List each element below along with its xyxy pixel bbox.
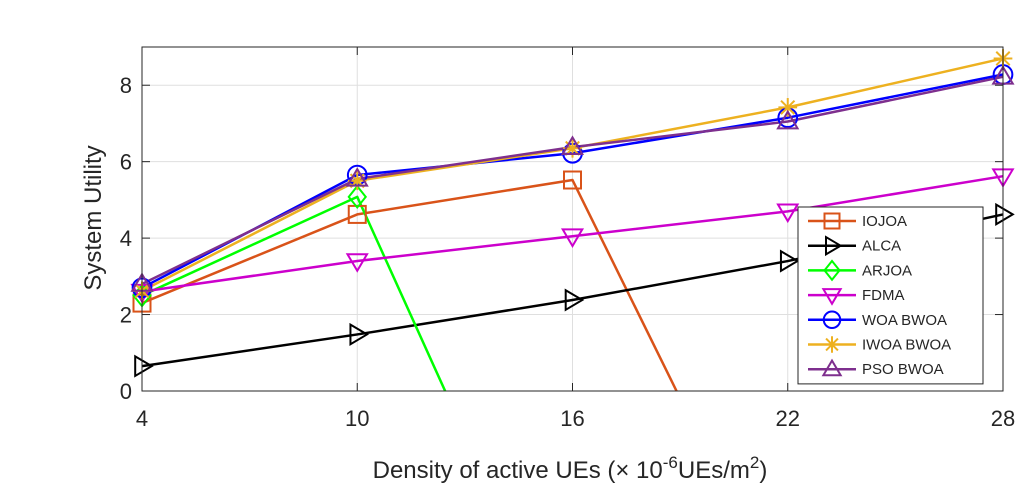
- tick-labels: 4 10 16 22 28 0 2 4 6 8: [120, 73, 1015, 431]
- legend-marker-pso-bwoa: [821, 358, 843, 377]
- x-tick-label-10: 10: [345, 406, 369, 431]
- legend-marker-iwoa-bwoa-stroke-3: [825, 337, 839, 352]
- legend-item-iojoa: IOJOA: [808, 212, 907, 230]
- data-point-alca-0: [134, 354, 154, 378]
- axes: [141, 46, 1004, 392]
- data-point-alca-1-shape: [349, 322, 369, 346]
- legend-item-woa-bwoa: WOA BWOA: [808, 310, 947, 330]
- legend-marker-iojoa-shape: [823, 212, 841, 230]
- y-tick-label-8: 8: [120, 73, 132, 98]
- data-point-alca-1: [349, 322, 369, 346]
- legend-marker-iojoa: [823, 212, 841, 230]
- series-markers: [130, 49, 1015, 378]
- legend-item-pso-bwoa: PSO BWOA: [808, 358, 944, 378]
- data-point-pso-bwoa-1: [345, 167, 369, 187]
- data-point-iwoa-bwoa-3: [778, 98, 798, 117]
- y-tick-label-4: 4: [120, 226, 132, 251]
- x-tick-label-16: 16: [560, 406, 584, 431]
- data-point-pso-bwoa-3: [776, 109, 800, 130]
- x-tick-label-28: 28: [991, 406, 1015, 431]
- data-point-alca-4-shape: [995, 202, 1015, 226]
- legend-label-alca: ALCA: [862, 238, 901, 255]
- data-point-alca-3-shape: [779, 249, 800, 273]
- legend-marker-alca-shape: [825, 235, 843, 257]
- y-tick-label-2: 2: [120, 303, 132, 328]
- data-point-pso-bwoa-3-shape: [776, 109, 800, 130]
- legend-label-arjoa: ARJOA: [862, 262, 912, 279]
- legend-marker-woa-bwoa-shape: [822, 310, 842, 330]
- series-line-iojoa: [141, 178, 678, 391]
- legend-label-fdma: FDMA: [862, 287, 905, 304]
- data-point-iojoa-2-shape: [563, 170, 582, 190]
- data-point-arjoa-1-shape: [347, 184, 368, 210]
- legend-marker-arjoa-shape: [823, 259, 841, 282]
- legend-label-iwoa-bwoa: IWOA BWOA: [862, 337, 951, 354]
- data-point-alca-2-shape: [564, 288, 585, 312]
- series-line-arjoa: [141, 195, 447, 391]
- data-point-arjoa-1: [347, 184, 368, 210]
- data-point-alca-2: [564, 288, 585, 312]
- legend-marker-fdma: [821, 288, 843, 306]
- legend-marker-arjoa: [823, 259, 841, 282]
- legend-marker-fdma-shape: [821, 288, 843, 306]
- data-point-iwoa-bwoa-3-stroke-3: [780, 99, 796, 115]
- data-point-fdma-3: [776, 203, 800, 224]
- legend-label-iojoa: IOJOA: [862, 213, 907, 230]
- legend-marker-woa-bwoa: [822, 310, 842, 330]
- data-point-alca-3: [779, 249, 800, 273]
- data-point-alca-0-shape: [134, 354, 154, 378]
- legend-item-arjoa: ARJOA: [808, 259, 912, 282]
- legend-label-pso-bwoa: PSO BWOA: [862, 361, 944, 378]
- legend-item-alca: ALCA: [808, 235, 901, 257]
- series-line-fdma: [141, 174, 1004, 293]
- legend-item-fdma: FDMA: [808, 287, 905, 306]
- x-tick-label-22: 22: [776, 406, 800, 431]
- x-axis-label: Density of active UEs (× 10-6UEs/m2): [373, 453, 768, 484]
- x-tick-label-4: 4: [136, 406, 148, 431]
- data-point-pso-bwoa-2: [560, 135, 585, 155]
- data-point-fdma-3-shape: [776, 203, 800, 224]
- legend-marker-iwoa-bwoa: [823, 336, 841, 353]
- data-point-fdma-1-shape: [345, 253, 369, 273]
- y-tick-label-6: 6: [120, 150, 132, 175]
- data-point-fdma-1: [345, 253, 369, 273]
- data-point-alca-4: [995, 202, 1015, 226]
- data-point-iojoa-2: [563, 170, 582, 190]
- legend-marker-alca: [825, 235, 843, 257]
- legend-marker-pso-bwoa-shape: [821, 358, 843, 377]
- data-point-pso-bwoa-1-shape: [345, 167, 369, 187]
- legend-label-woa-bwoa: WOA BWOA: [862, 312, 947, 329]
- y-tick-label-0: 0: [120, 379, 132, 404]
- data-point-pso-bwoa-2-shape: [560, 135, 585, 155]
- data-point-fdma-2-shape: [560, 228, 585, 248]
- legend: IOJOA ALCA ARJOA FDMA WOA BWOA IWOA BWOA PSO B…: [797, 206, 984, 385]
- legend-item-iwoa-bwoa: IWOA BWOA: [808, 336, 951, 354]
- y-axis-label: System Utility: [80, 145, 107, 290]
- data-point-fdma-2: [560, 228, 585, 248]
